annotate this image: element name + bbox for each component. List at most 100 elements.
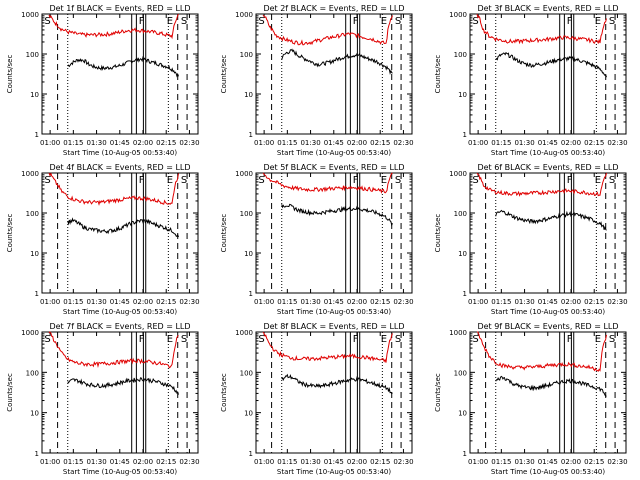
y-tick-label: 100 bbox=[26, 210, 39, 218]
x-tick-label: 02:00 bbox=[133, 139, 153, 147]
x-tick-label: 01:15 bbox=[491, 458, 511, 466]
x-tick-label: 01:00 bbox=[468, 298, 488, 306]
marker-label: E bbox=[167, 16, 173, 27]
y-tick-label: 100 bbox=[454, 210, 467, 218]
events-series-line bbox=[67, 217, 179, 238]
plot-frame bbox=[255, 172, 413, 294]
y-tick-label: 1000 bbox=[449, 170, 467, 178]
y-tick-label: 1 bbox=[249, 450, 253, 458]
y-tick-label: 1 bbox=[35, 290, 39, 298]
x-tick-label: 02:00 bbox=[561, 139, 581, 147]
y-tick-label: 100 bbox=[240, 210, 253, 218]
x-tick-label: 02:15 bbox=[584, 458, 604, 466]
x-tick-label: 01:00 bbox=[40, 139, 60, 147]
marker-label: F bbox=[139, 334, 145, 345]
y-tick-label: 1 bbox=[463, 290, 467, 298]
y-axis-label: Counts/sec bbox=[434, 214, 442, 253]
y-tick-label: 1 bbox=[249, 131, 253, 139]
x-tick-label: 02:30 bbox=[179, 298, 199, 306]
y-axis-label: Counts/sec bbox=[6, 55, 14, 94]
panel-title: Det 1f BLACK = Events, RED = LLD bbox=[49, 4, 190, 13]
x-tick-label: 01:45 bbox=[538, 298, 558, 306]
marker-label: S bbox=[472, 16, 478, 27]
y-tick-label: 10 bbox=[30, 91, 39, 99]
plot-frame bbox=[41, 13, 199, 135]
x-tick-label: 02:30 bbox=[179, 458, 199, 466]
panel-det-4f: Det 4f BLACK = Events, RED = LLD Counts/s… bbox=[6, 163, 200, 316]
x-axis-label: Start Time (10-Aug-05 00:53:40) bbox=[491, 308, 605, 316]
panel-det-1f: Det 1f BLACK = Events, RED = LLD Counts/s… bbox=[6, 4, 200, 157]
x-tick-label: 02:00 bbox=[561, 458, 581, 466]
marker-label: E bbox=[381, 175, 387, 186]
x-tick-label: 02:00 bbox=[561, 298, 581, 306]
events-series-line bbox=[281, 373, 393, 395]
lld-series-line bbox=[48, 172, 179, 206]
marker-label: S bbox=[609, 334, 615, 345]
y-axis-label: Counts/sec bbox=[220, 373, 228, 412]
x-tick-label: 01:00 bbox=[40, 298, 60, 306]
x-tick-label: 01:30 bbox=[300, 298, 320, 306]
y-axis-label: Counts/sec bbox=[6, 373, 14, 412]
x-tick-label: 02:00 bbox=[133, 458, 153, 466]
x-tick-label: 02:30 bbox=[607, 298, 627, 306]
x-tick-label: 01:30 bbox=[86, 139, 106, 147]
y-tick-label: 100 bbox=[454, 51, 467, 59]
events-series-line bbox=[495, 209, 607, 231]
x-tick-label: 01:30 bbox=[514, 458, 534, 466]
panel-title: Det 2f BLACK = Events, RED = LLD bbox=[263, 4, 404, 13]
y-tick-label: 100 bbox=[240, 51, 253, 59]
events-series-line bbox=[495, 375, 607, 397]
plot-frame bbox=[255, 331, 413, 454]
y-tick-label: 1 bbox=[35, 131, 39, 139]
x-tick-label: 02:15 bbox=[584, 298, 604, 306]
marker-label: E bbox=[167, 334, 173, 345]
x-tick-label: 01:45 bbox=[110, 458, 130, 466]
marker-label: S bbox=[44, 16, 50, 27]
events-series-line bbox=[495, 51, 607, 78]
panel-title: Det 5f BLACK = Events, RED = LLD bbox=[263, 163, 404, 172]
x-tick-label: 01:30 bbox=[300, 139, 320, 147]
x-tick-label: 01:00 bbox=[468, 139, 488, 147]
x-tick-label: 02:00 bbox=[347, 458, 367, 466]
marker-label: S bbox=[395, 16, 401, 27]
y-tick-label: 100 bbox=[26, 51, 39, 59]
y-tick-label: 1 bbox=[463, 131, 467, 139]
y-tick-label: 1000 bbox=[21, 170, 39, 178]
x-tick-label: 01:15 bbox=[277, 458, 297, 466]
marker-label: E bbox=[381, 16, 387, 27]
lld-series-line bbox=[476, 13, 607, 45]
x-tick-label: 01:00 bbox=[254, 139, 274, 147]
y-tick-label: 1000 bbox=[449, 11, 467, 19]
y-tick-label: 100 bbox=[240, 369, 253, 377]
marker-label: E bbox=[595, 334, 601, 345]
x-tick-label: 02:15 bbox=[370, 139, 390, 147]
marker-label: S bbox=[609, 16, 615, 27]
marker-label: E bbox=[167, 175, 173, 186]
y-tick-label: 100 bbox=[454, 369, 467, 377]
x-axis-label: Start Time (10-Aug-05 00:53:40) bbox=[63, 149, 177, 157]
x-axis-label: Start Time (10-Aug-05 00:53:40) bbox=[491, 468, 605, 476]
y-tick-label: 1000 bbox=[235, 329, 253, 337]
panel-det-2f: Det 2f BLACK = Events, RED = LLD Counts/s… bbox=[220, 4, 414, 157]
marker-label: F bbox=[139, 16, 145, 27]
x-tick-label: 02:30 bbox=[393, 458, 413, 466]
panel-det-5f: Det 5f BLACK = Events, RED = LLD Counts/s… bbox=[220, 163, 414, 316]
x-tick-label: 01:30 bbox=[86, 458, 106, 466]
y-tick-label: 10 bbox=[458, 410, 467, 418]
panel-det-6f: Det 6f BLACK = Events, RED = LLD Counts/s… bbox=[434, 163, 628, 316]
marker-label: S bbox=[44, 175, 50, 186]
panel-title: Det 3f BLACK = Events, RED = LLD bbox=[477, 4, 618, 13]
x-tick-label: 02:15 bbox=[156, 139, 176, 147]
y-tick-label: 10 bbox=[458, 91, 467, 99]
x-tick-label: 01:45 bbox=[324, 458, 344, 466]
x-tick-label: 01:45 bbox=[538, 139, 558, 147]
y-axis-label: Counts/sec bbox=[6, 214, 14, 253]
panel-title: Det 9f BLACK = Events, RED = LLD bbox=[477, 322, 618, 331]
marker-label: F bbox=[567, 16, 573, 27]
x-tick-label: 02:30 bbox=[607, 458, 627, 466]
lld-series-line bbox=[476, 172, 607, 197]
x-tick-label: 01:15 bbox=[491, 139, 511, 147]
x-tick-label: 01:15 bbox=[63, 458, 83, 466]
marker-label: S bbox=[181, 16, 187, 27]
x-tick-label: 01:45 bbox=[110, 298, 130, 306]
